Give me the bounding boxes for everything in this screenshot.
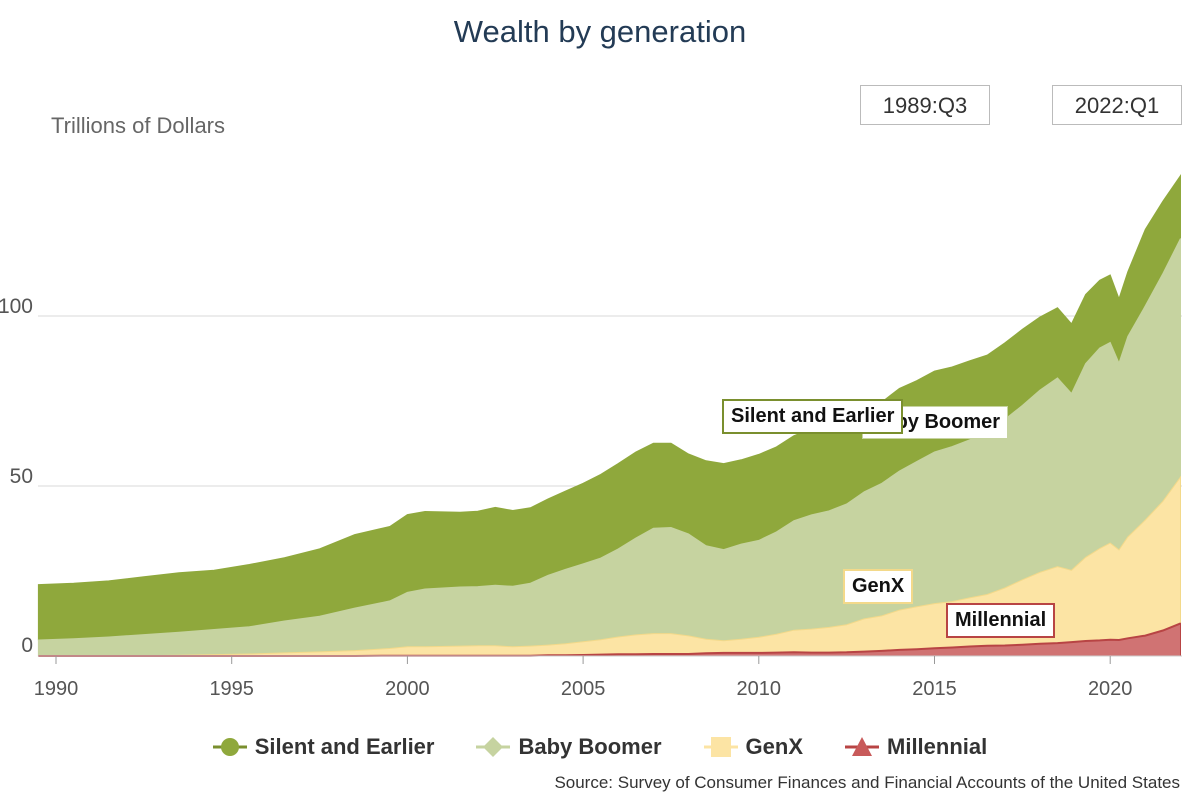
- legend-label-silent: Silent and Earlier: [254, 734, 435, 759]
- x-tick-label: 2005: [561, 678, 606, 700]
- legend-item-silent[interactable]: Silent and Earlier: [212, 732, 435, 762]
- source-note: Source: Survey of Consumer Finances and …: [554, 773, 1180, 792]
- chart-title: Wealth by generation: [453, 14, 747, 49]
- x-tick-label: 2015: [912, 678, 957, 700]
- legend: Silent and Earlier Baby Boomer GenX Mill…: [0, 732, 1200, 762]
- x-tick-label: 1990: [34, 678, 79, 700]
- legend-label-millennial: Millennial: [887, 734, 988, 759]
- legend-item-boomer[interactable]: Baby Boomer: [476, 732, 662, 762]
- callout-genx: GenX: [843, 569, 914, 604]
- triangle-icon: [845, 737, 879, 756]
- callout-silent-and-earlier: Silent and Earlier: [722, 399, 904, 434]
- y-axis-label: Trillions of Dollars: [51, 113, 226, 138]
- y-tick-label: 50: [10, 465, 33, 488]
- circle-icon: [212, 738, 247, 756]
- x-tick-label: 1995: [209, 678, 254, 700]
- square-icon: [703, 737, 738, 757]
- callout-millennial: Millennial: [946, 603, 1056, 638]
- x-tick-label: 2020: [1088, 678, 1133, 700]
- y-tick-label: 100: [0, 295, 33, 318]
- legend-label-boomer: Baby Boomer: [518, 734, 662, 759]
- legend-item-genx[interactable]: GenX: [703, 732, 803, 762]
- y-tick-label: 0: [21, 634, 33, 657]
- x-tick-label: 2000: [385, 678, 430, 700]
- x-tick-label: 2010: [737, 678, 782, 700]
- legend-item-millennial[interactable]: Millennial: [845, 732, 987, 762]
- legend-label-genx: GenX: [745, 734, 803, 759]
- end-date-box[interactable]: 2022:Q1: [1052, 85, 1182, 125]
- start-date-box[interactable]: 1989:Q3: [860, 85, 990, 125]
- diamond-icon: [476, 737, 511, 757]
